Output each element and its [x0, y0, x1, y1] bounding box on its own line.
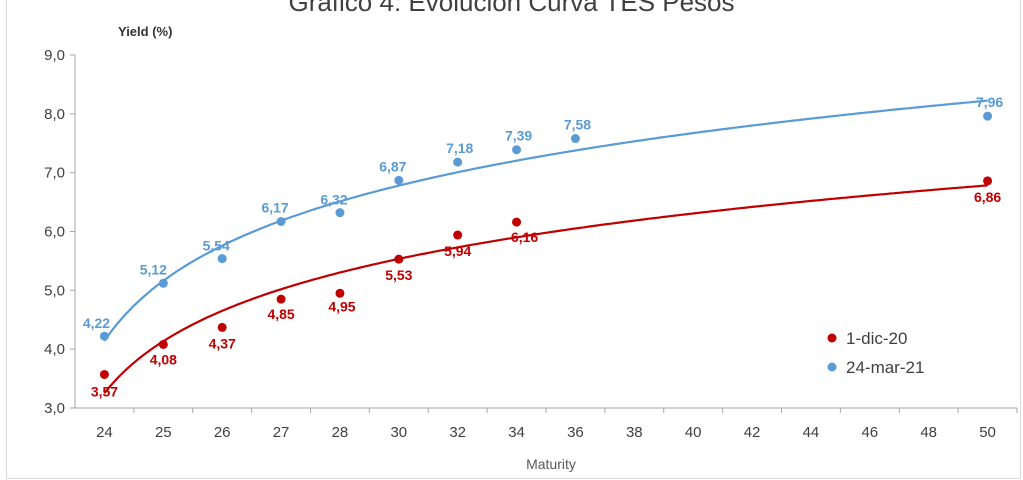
data-point	[158, 339, 168, 349]
y-tick-label: 5,0	[44, 282, 65, 299]
data-label: 6,17	[261, 199, 288, 215]
x-tick-label: 28	[332, 424, 349, 441]
data-label: 4,08	[150, 351, 177, 367]
data-point	[217, 254, 227, 264]
x-tick-label: 38	[626, 424, 643, 441]
legend-marker	[827, 333, 837, 343]
data-point	[99, 331, 109, 341]
chart-title: Gráfico 4: Evolución Curva TES Pesos	[288, 0, 735, 17]
data-point	[158, 278, 168, 288]
data-label: 5,53	[385, 267, 412, 283]
data-point	[453, 230, 463, 240]
y-tick-label: 7,0	[44, 165, 65, 182]
data-point	[512, 217, 522, 227]
data-point	[335, 208, 345, 218]
data-point	[335, 288, 345, 298]
data-label: 4,37	[209, 335, 236, 351]
legend-marker	[827, 362, 837, 372]
data-label: 6,87	[379, 158, 406, 174]
data-point	[394, 175, 404, 185]
legend-label: 24-mar-21	[846, 358, 924, 377]
data-point	[276, 216, 286, 226]
data-label: 5,94	[444, 243, 471, 259]
x-tick-label: 26	[214, 424, 231, 441]
y-tick-label: 6,0	[44, 224, 65, 241]
trendline-24-mar-21	[103, 99, 988, 342]
data-label: 4,22	[83, 315, 110, 331]
y-tick-label: 8,0	[44, 106, 65, 123]
x-tick-label: 36	[567, 424, 584, 441]
data-point	[512, 145, 522, 155]
trendline-1-dic-20	[103, 184, 988, 394]
data-label: 7,18	[446, 140, 473, 156]
x-tick-label: 40	[685, 424, 702, 441]
x-tick-label: 27	[273, 424, 290, 441]
y-tick-label: 3,0	[44, 400, 65, 417]
data-label: 4,85	[267, 306, 294, 322]
data-point	[453, 157, 463, 167]
data-point	[276, 294, 286, 304]
data-label: 7,96	[976, 94, 1003, 110]
x-tick-label: 42	[744, 424, 761, 441]
data-point	[570, 134, 580, 144]
data-label: 7,58	[564, 117, 591, 133]
y-tick-label: 4,0	[44, 341, 65, 358]
data-point	[983, 111, 993, 121]
data-label: 5,54	[203, 238, 230, 254]
chart-frame	[6, 0, 1021, 479]
x-tick-label: 48	[920, 424, 937, 441]
x-tick-label: 44	[803, 424, 820, 441]
y-axis-title: Yield (%)	[118, 24, 172, 39]
data-point	[99, 369, 109, 379]
data-point	[394, 254, 404, 264]
x-tick-label: 30	[390, 424, 407, 441]
x-tick-label: 24	[96, 424, 113, 441]
x-tick-label: 46	[861, 424, 878, 441]
data-label: 4,95	[328, 298, 355, 314]
y-tick-label: 9,0	[44, 47, 65, 64]
x-tick-label: 34	[508, 424, 525, 441]
data-label: 7,39	[505, 128, 532, 144]
data-label: 6,16	[511, 229, 538, 245]
data-label: 6,32	[320, 192, 347, 208]
data-label: 6,86	[974, 189, 1001, 205]
x-tick-label: 32	[449, 424, 466, 441]
x-tick-label: 50	[979, 424, 996, 441]
data-label: 3,57	[91, 383, 118, 399]
data-point	[983, 176, 993, 186]
x-tick-label: 25	[155, 424, 172, 441]
legend-label: 1-dic-20	[846, 329, 907, 348]
data-point	[217, 322, 227, 332]
data-label: 5,12	[140, 261, 167, 277]
x-axis-title: Maturity	[526, 456, 576, 472]
